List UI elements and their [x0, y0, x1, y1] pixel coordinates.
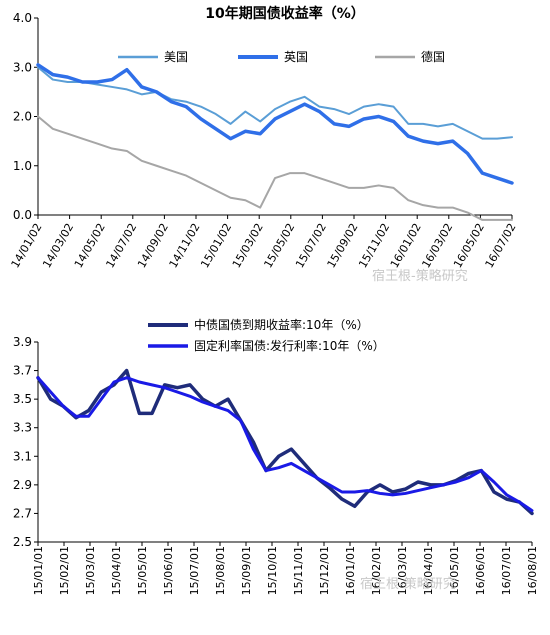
x-tick-label: 16/01/02 [388, 221, 424, 270]
x-tick-label: 15/03/01 [84, 546, 97, 595]
legend-label-1: 固定利率国债:发行利率:10年（%） [194, 338, 385, 353]
series-line-0 [37, 66, 513, 140]
x-tick-label: 14/11/02 [167, 221, 203, 270]
x-tick-label: 16/06/01 [474, 546, 487, 595]
x-tick-label: 15/01/01 [32, 546, 45, 595]
y-tick-label: 2.5 [13, 535, 32, 549]
x-tick-label: 14/03/02 [40, 221, 76, 270]
x-tick-label: 15/09/01 [240, 546, 253, 595]
x-tick-label: 16/02/01 [370, 546, 383, 595]
x-tick-label: 15/05/02 [261, 221, 297, 270]
legend-label-0: 中债国债到期收益率:10年（%） [194, 317, 369, 332]
x-tick-label: 15/09/02 [325, 221, 361, 270]
legend-label-0: 美国 [164, 50, 188, 64]
y-tick-label: 3.7 [13, 364, 32, 378]
x-tick-label: 15/02/01 [58, 546, 71, 595]
x-tick-label: 16/03/01 [396, 546, 409, 595]
y-tick-label: 3.0 [13, 60, 32, 74]
x-tick-label: 15/06/01 [162, 546, 175, 595]
x-tick-label: 15/05/01 [136, 546, 149, 595]
x-tick-label: 15/12/01 [318, 546, 331, 595]
top-chart-title: 10年期国债收益率（%） [205, 5, 365, 22]
series-line-1 [36, 63, 514, 185]
x-tick-label: 15/10/01 [266, 546, 279, 595]
y-tick-label: 4.0 [13, 11, 32, 25]
top-chart: 4.03.02.01.00.014/01/0214/03/0214/05/021… [9, 11, 519, 270]
y-tick-label: 2.9 [13, 478, 32, 492]
bottom-watermark: 宿王根-策略研究 [360, 576, 456, 592]
x-tick-label: 16/03/02 [419, 221, 455, 270]
bottom-chart: 3.9 3.7 3.5 3.3 3.1 2.9 2.7 2.515/01/01 15/02/01… [13, 317, 539, 595]
x-tick-label: 15/11/02 [356, 221, 392, 270]
y-tick-label: 2.0 [13, 110, 32, 124]
y-tick-label: 2.7 [13, 506, 32, 520]
legend-label-1: 英国 [284, 50, 308, 64]
x-tick-label: 15/04/01 [110, 546, 123, 595]
y-tick-label: 3.5 [13, 392, 32, 406]
y-tick-label: 3.3 [13, 421, 32, 435]
x-tick-label: 14/07/02 [103, 221, 139, 270]
x-tick-label: 16/07/01 [500, 546, 513, 595]
x-tick-label: 15/01/02 [198, 221, 234, 270]
y-tick-label: 3.1 [13, 449, 32, 463]
x-tick-label: 15/11/01 [292, 546, 305, 595]
x-tick-label: 14/01/02 [9, 221, 45, 270]
x-tick-label: 16/04/01 [422, 546, 435, 595]
x-tick-label: 16/08/01 [526, 546, 539, 595]
legend-label-2: 德国 [421, 49, 445, 64]
series-line-2 [37, 115, 513, 221]
x-tick-label: 14/09/02 [135, 221, 171, 270]
x-tick-label: 14/05/02 [72, 221, 108, 270]
x-tick-label: 16/05/02 [451, 221, 487, 270]
y-tick-label: 3.9 [13, 335, 32, 349]
x-tick-label: 15/03/02 [230, 221, 266, 270]
x-tick-label: 16/07/02 [483, 221, 519, 270]
x-tick-label: 15/07/01 [188, 546, 201, 595]
top-watermark: 宿王根-策略研究 [372, 268, 468, 284]
x-tick-label: 16/01/01 [344, 546, 357, 595]
y-tick-label: 0.0 [13, 208, 32, 222]
x-tick-label: 15/08/01 [214, 546, 227, 595]
series-line-1 [36, 376, 534, 513]
series-line-0 [36, 368, 534, 516]
x-tick-label: 15/07/02 [293, 221, 329, 270]
y-tick-label: 1.0 [13, 159, 32, 173]
x-tick-label: 16/05/01 [448, 546, 461, 595]
